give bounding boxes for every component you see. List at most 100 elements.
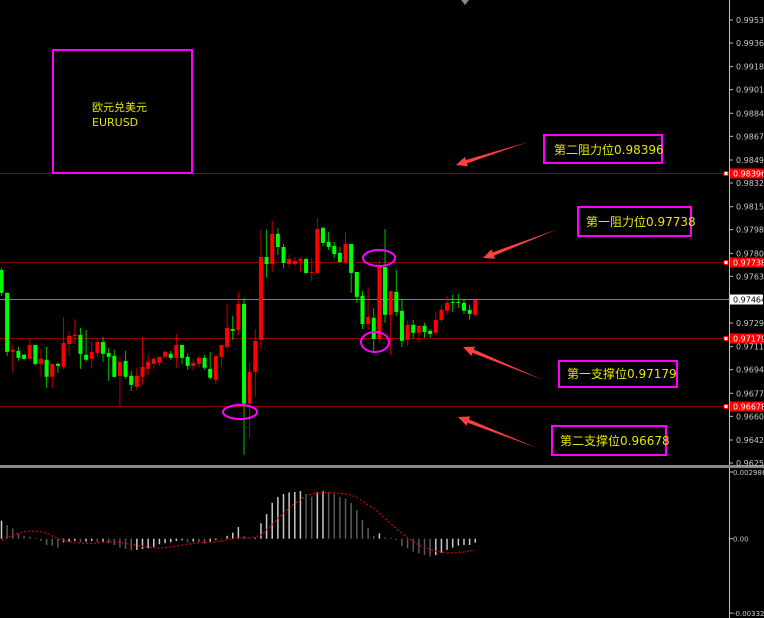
candle-body xyxy=(304,259,309,273)
candle-body xyxy=(191,362,196,366)
candle-body xyxy=(270,233,275,265)
candle-up xyxy=(196,355,201,368)
candle-up xyxy=(38,348,43,377)
price-tick-label: 0.99185 xyxy=(736,63,764,72)
level-marker xyxy=(723,404,729,409)
candle-body xyxy=(360,295,365,324)
arrow-icon xyxy=(463,346,543,380)
candle-up xyxy=(225,303,230,350)
macd-tick-label: 0.00 xyxy=(733,536,749,544)
candle-body xyxy=(473,299,478,315)
candle-up xyxy=(10,344,15,373)
price-tick-label: 0.97115 xyxy=(736,343,764,352)
candle-down xyxy=(185,353,190,370)
candle-body xyxy=(168,353,173,358)
highlight-circle-bottom xyxy=(222,404,258,420)
candle-body xyxy=(134,375,139,387)
candle-up xyxy=(174,333,179,368)
macd-signal-line xyxy=(1,491,476,554)
candle-body xyxy=(72,334,77,336)
candle-down xyxy=(281,244,286,268)
candle-body xyxy=(399,310,404,341)
candle-body xyxy=(61,342,66,367)
candle-up xyxy=(213,355,218,384)
macd-panel xyxy=(0,491,477,557)
candle-body xyxy=(439,309,444,320)
candle-body xyxy=(225,327,230,347)
annotation-second-support: 第二支撑位0.96678 xyxy=(551,425,670,456)
current-price-label: 0.97464 xyxy=(733,296,764,305)
candle-body xyxy=(22,354,27,359)
candle-up xyxy=(236,291,241,335)
candle-down xyxy=(394,269,399,316)
chart-shift-marker-icon[interactable] xyxy=(461,0,469,5)
candle-body xyxy=(411,324,416,333)
candle-body xyxy=(332,245,337,255)
candle-down xyxy=(230,315,235,340)
candle-up xyxy=(287,254,292,268)
panel-separator[interactable] xyxy=(0,465,764,468)
candle-down xyxy=(5,292,10,356)
macd-tick-label: 0.002986 xyxy=(733,469,764,477)
candle-body xyxy=(394,291,399,312)
candle-up xyxy=(140,336,145,385)
arrow-icon xyxy=(458,416,537,448)
candle-body xyxy=(349,244,354,273)
annotation-first-resistance: 第一阻力位0.97738 xyxy=(577,206,696,237)
candle-body xyxy=(123,360,128,377)
price-tick-label: 0.97635 xyxy=(736,272,764,281)
candle-down xyxy=(202,354,207,370)
candle-body xyxy=(275,233,280,247)
candle-up xyxy=(151,356,156,369)
candle-down xyxy=(450,294,455,312)
candle-body xyxy=(264,256,269,265)
candle-body xyxy=(185,356,190,366)
candle-body xyxy=(174,344,179,358)
candle-up xyxy=(146,354,151,375)
macd-tick-label: -0.003325 xyxy=(733,610,764,618)
candle-up xyxy=(439,304,444,322)
candle-body xyxy=(140,366,145,377)
candle-body xyxy=(208,368,213,378)
candle-up xyxy=(219,344,224,367)
candle-down xyxy=(242,297,247,455)
candle-body xyxy=(287,259,292,265)
annotation-second-resistance: 第二阻力位0.98396 xyxy=(543,134,664,164)
candle-down xyxy=(360,290,365,329)
arrow-icon xyxy=(456,142,528,167)
candle-up xyxy=(258,229,263,350)
candle-up xyxy=(89,340,94,368)
candle-body xyxy=(377,266,382,339)
candle-up xyxy=(50,363,55,388)
candle-up xyxy=(416,325,421,342)
candle-body xyxy=(196,357,201,364)
candle-body xyxy=(0,269,4,293)
annotation-text: 第一阻力位0.97738 xyxy=(586,214,696,229)
arrow-icon xyxy=(483,229,558,259)
candle-up xyxy=(117,356,122,406)
candle-up xyxy=(292,256,297,267)
candle-up xyxy=(270,220,275,273)
price-tick-label: 0.96945 xyxy=(736,366,764,375)
level-price-label: 0.98396 xyxy=(733,170,764,179)
candle-down xyxy=(428,328,433,338)
candle-body xyxy=(112,355,117,377)
level-price-badge xyxy=(730,168,763,179)
candle-down xyxy=(371,307,376,353)
candle-body xyxy=(343,244,348,262)
candle-up xyxy=(377,259,382,343)
candle-down xyxy=(106,347,111,381)
level-price-badge xyxy=(730,401,763,412)
candle-down xyxy=(332,241,337,258)
candle-body xyxy=(151,358,156,364)
candle-down xyxy=(411,319,416,339)
annotation-text: 第一支撑位0.97179 xyxy=(567,366,677,381)
candle-body xyxy=(366,316,371,324)
candle-up xyxy=(191,358,196,371)
